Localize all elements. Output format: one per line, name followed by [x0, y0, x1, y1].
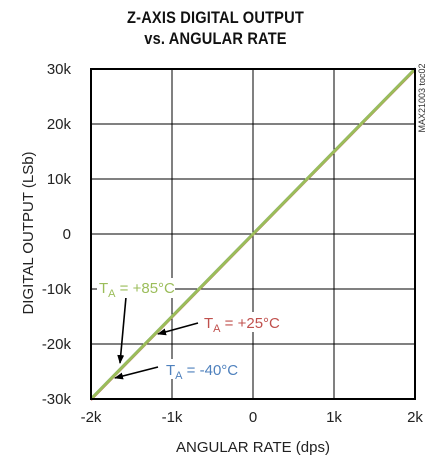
- x-tick-label: 1k: [326, 409, 342, 426]
- x-tick-labels: -2k -1k 0 1k 2k: [81, 409, 424, 426]
- x-tick-label: -1k: [162, 409, 183, 426]
- y-axis-label: DIGITAL OUTPUT (LSb): [20, 151, 37, 314]
- grid: [91, 69, 415, 399]
- annotation-label: TA = -40°C: [166, 362, 238, 382]
- y-tick-label: 0: [63, 226, 71, 243]
- x-tick-label: 2k: [407, 409, 423, 426]
- annotation-arrow: [114, 366, 159, 380]
- plot-frame: [90, 68, 416, 400]
- y-tick-label: 30k: [47, 61, 72, 78]
- chart-title: Z-AXIS DIGITAL OUTPUT: [127, 8, 304, 27]
- x-tick-label: 0: [249, 409, 257, 426]
- annotation-background: [200, 312, 286, 332]
- annotation-arrow: [157, 322, 199, 336]
- annotation-background: [97, 278, 175, 298]
- chart-subtitle: vs. ANGULAR RATE: [144, 29, 287, 48]
- y-tick-label: -10k: [42, 281, 72, 298]
- watermark: MAX21003 toc02: [417, 63, 427, 132]
- y-tick-label: -30k: [42, 391, 72, 408]
- annotation-arrow: [117, 296, 127, 364]
- annotation-background: [162, 359, 244, 379]
- series-line: [89, 67, 417, 401]
- y-tick-label: -20k: [42, 336, 72, 353]
- annotation-label: TA = +25°C: [204, 315, 280, 335]
- y-tick-label: 20k: [47, 116, 72, 133]
- annotation-label: TA = +85°C: [99, 280, 175, 300]
- y-tick-labels: 30k 20k 10k 0 -10k -20k -30k: [42, 61, 72, 408]
- x-axis-label: ANGULAR RATE (dps): [176, 439, 330, 456]
- x-tick-label: -2k: [81, 409, 102, 426]
- series-group: [89, 67, 417, 401]
- y-tick-label: 10k: [47, 171, 72, 188]
- annotations: TA = +85°C TA = +25°C TA = -40°C: [97, 278, 286, 382]
- annotation-arrows: [114, 296, 199, 380]
